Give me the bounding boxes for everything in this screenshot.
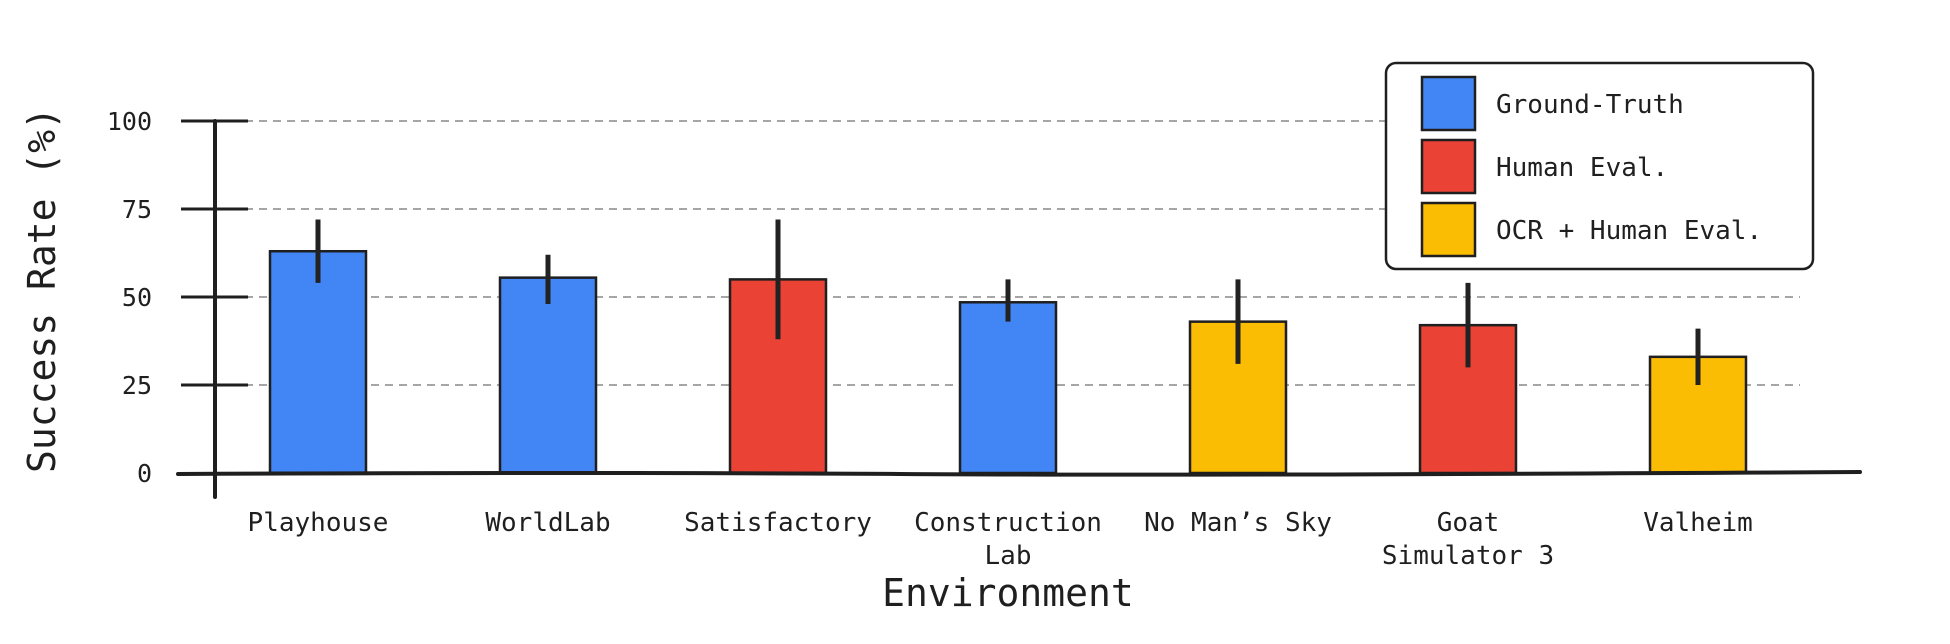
y-tick-label-100: 100 — [107, 107, 152, 136]
x-tick-labels: Playhouse WorldLab Satisfactory Constructio… — [248, 508, 1753, 571]
legend: Ground-Truth Human Eval. OCR + Human Eval. — [1384, 61, 1815, 271]
y-tick-label-0: 0 — [137, 459, 152, 488]
legend-box — [1384, 61, 1815, 271]
bar-4 — [1188, 320, 1288, 475]
x-tick-label-5: Goat Simulator 3 — [1382, 508, 1554, 571]
legend-swatch-1 — [1420, 138, 1477, 195]
error-bars — [315, 219, 1701, 385]
legend-label-1: Human Eval. — [1496, 153, 1668, 183]
x-tick-label-0: Playhouse — [248, 508, 389, 538]
x-tick-label-2: Satisfactory — [684, 508, 872, 538]
axes — [176, 119, 1862, 499]
legend-swatch-0 — [1420, 75, 1477, 132]
x-axis-title: Environment — [882, 571, 1134, 615]
bar-1 — [498, 276, 598, 475]
y-tick-label-50: 50 — [122, 283, 152, 312]
x-tick-label-3: Construction Lab — [914, 508, 1102, 571]
x-tick-label-6: Valheim — [1643, 508, 1753, 538]
y-tick-label-25: 25 — [122, 371, 152, 400]
x-axis-line — [176, 470, 1862, 477]
legend-label-0: Ground-Truth — [1496, 90, 1684, 120]
x-tick-label-1: WorldLab — [485, 508, 610, 538]
y-tick-label-75: 75 — [122, 195, 152, 224]
bar-3 — [958, 301, 1058, 475]
x-tick-label-4: No Man’s Sky — [1144, 508, 1332, 538]
bar-0 — [268, 249, 368, 475]
legend-label-2: OCR + Human Eval. — [1496, 216, 1762, 246]
legend-swatch-2 — [1420, 201, 1477, 258]
y-axis-title: Success Rate (%) — [20, 107, 64, 473]
y-ticks: 0 25 50 75 100 — [107, 107, 248, 488]
